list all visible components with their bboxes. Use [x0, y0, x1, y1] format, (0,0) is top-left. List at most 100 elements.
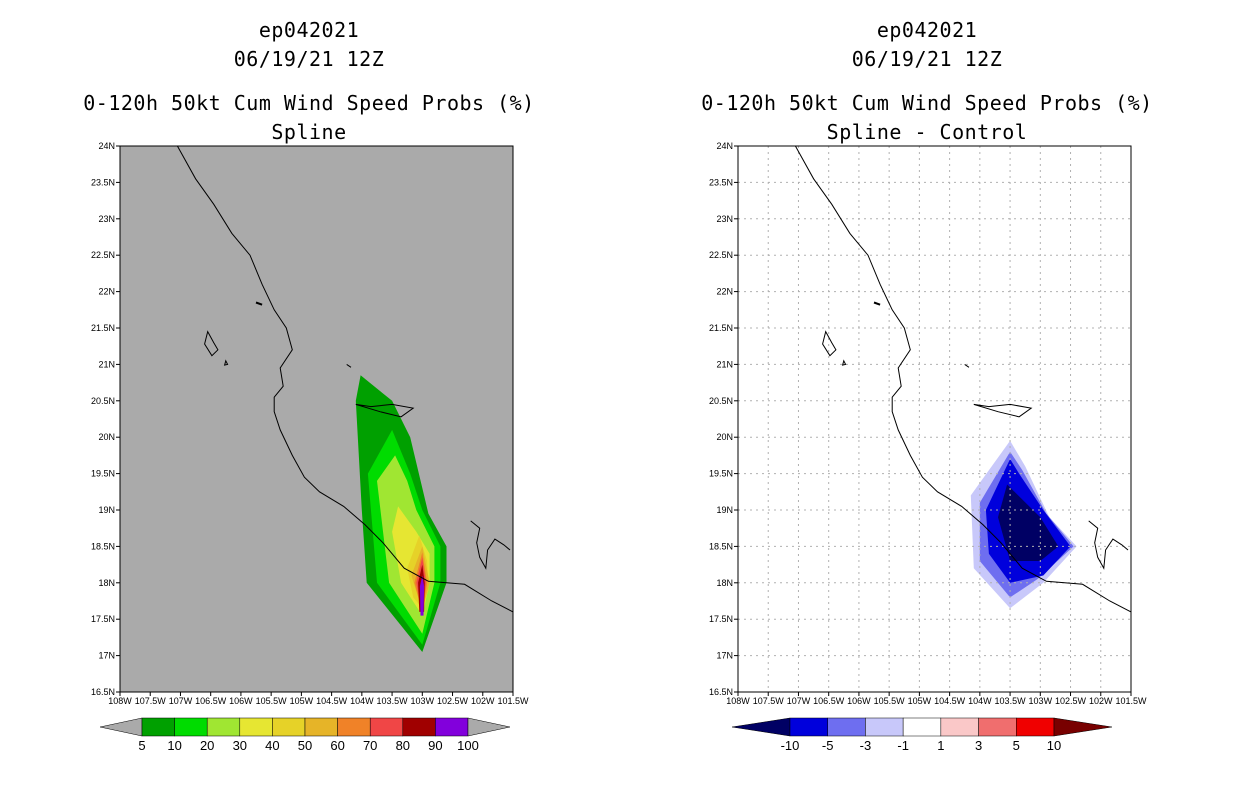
x-tick-label: 103W — [411, 696, 435, 706]
x-tick-label: 106W — [229, 696, 253, 706]
right-title-line-2: 06/19/21 12Z — [851, 47, 1003, 71]
right-panel-title: ep042021 06/19/21 12Z 0-120h 50kt Cum Wi… — [677, 16, 1177, 147]
y-tick-label: 23N — [98, 214, 115, 224]
map-background — [738, 146, 1131, 692]
colorbar-segment — [978, 717, 1017, 737]
y-tick-label: 19N — [716, 505, 733, 515]
map-frame — [119, 145, 514, 693]
right-title-line-3: 0-120h 50kt Cum Wind Speed Probs (%) — [701, 91, 1153, 115]
x-tick-label: 105.5W — [874, 696, 906, 706]
x-tick-label: 102W — [1089, 696, 1113, 706]
right-map-panel: 108W 107.5W 107W 106.5W 106W 105.5W 105W 104.5W… — [709, 141, 1147, 706]
x-tick-label: 108W — [726, 696, 750, 706]
right-title-line-4: Spline - Control — [826, 120, 1028, 144]
x-tick-label: 102.5W — [437, 696, 469, 706]
bay-outline — [1088, 520, 1129, 570]
colorbar-label: 10 — [1047, 738, 1061, 753]
colorbar-label: 10 — [167, 738, 181, 753]
x-tick-label: 101.5W — [1115, 696, 1147, 706]
colorbar-label: 100 — [457, 738, 479, 753]
left-title-line-1: ep042021 — [258, 18, 360, 42]
y-tick-label: 20N — [98, 432, 115, 442]
x-tick-label: 103.5W — [995, 696, 1027, 706]
x-tick-label: 104.5W — [934, 696, 966, 706]
colorbar-label: 3 — [975, 738, 982, 753]
x-tick-label: 105.5W — [256, 696, 288, 706]
left-title-line-3: 0-120h 50kt Cum Wind Speed Probs (%) — [83, 91, 535, 115]
y-tick-label: 20N — [716, 432, 733, 442]
x-tick-label: 102W — [471, 696, 495, 706]
colorbar-label: 30 — [233, 738, 247, 753]
y-tick-label: 20.5N — [709, 396, 733, 406]
x-tick-label: 106W — [847, 696, 871, 706]
y-tick-label: 16.5N — [709, 687, 733, 697]
island-outline — [841, 359, 847, 366]
colorbar-low-arrow — [731, 717, 791, 737]
colorbar-high-arrow — [467, 717, 511, 737]
right-title-line-1: ep042021 — [876, 18, 978, 42]
y-tick-label: 23.5N — [709, 177, 733, 187]
colorbar-label: 60 — [330, 738, 344, 753]
x-tick-label: 106.5W — [195, 696, 227, 706]
y-tick-label: 21N — [716, 359, 733, 369]
colorbar-segment — [827, 717, 866, 737]
left-colorbar: 5 10 20 30 40 50 60 70 80 90 100 — [99, 717, 511, 753]
colorbar-label: 5 — [138, 738, 145, 753]
map-background — [120, 146, 513, 692]
colorbar-label: -1 — [897, 738, 909, 753]
x-tick-label: 106.5W — [813, 696, 845, 706]
y-tick-label: 22N — [98, 287, 115, 297]
y-tick-label: 17N — [716, 651, 733, 661]
left-panel-title: ep042021 06/19/21 12Z 0-120h 50kt Cum Wi… — [59, 16, 559, 147]
colorbar-label: -3 — [860, 738, 872, 753]
colorbar-label: 90 — [428, 738, 442, 753]
y-tick-label: 18N — [716, 578, 733, 588]
colorbar-segment — [141, 717, 175, 737]
y-tick-label: 23.5N — [91, 177, 115, 187]
left-title-line-4: Spline — [271, 120, 347, 144]
left-title-line-2: 06/19/21 12Z — [233, 47, 385, 71]
colorbar-segment — [304, 717, 338, 737]
colorbar-label: 80 — [396, 738, 410, 753]
colorbar-low-arrow — [99, 717, 143, 737]
x-tick-label: 105W — [908, 696, 932, 706]
colorbar-segment — [865, 717, 904, 737]
colorbar-label: 20 — [200, 738, 214, 753]
colorbar-segment — [902, 717, 942, 737]
y-tick-label: 21N — [98, 359, 115, 369]
y-tick-label: 19N — [98, 505, 115, 515]
y-tick-label: 24N — [98, 141, 115, 151]
island-outline — [204, 330, 219, 357]
island-outline — [964, 363, 970, 368]
left-map-panel: 108W 107.5W 107W 106.5W 106W 105.5W 105W 104.5W… — [91, 141, 529, 706]
y-tick-label: 18N — [98, 578, 115, 588]
colorbar-segment — [337, 717, 371, 737]
x-tick-label: 104.5W — [316, 696, 348, 706]
colorbar-segment — [1016, 717, 1055, 737]
y-tick-label: 22.5N — [91, 250, 115, 260]
colorbar-segment — [174, 717, 208, 737]
colorbar-segment — [369, 717, 404, 737]
y-tick-label: 20.5N — [91, 396, 115, 406]
x-tick-label: 103W — [1029, 696, 1053, 706]
colorbar-high-arrow — [1053, 717, 1113, 737]
colorbar-label: 50 — [298, 738, 312, 753]
colorbar-label: 70 — [363, 738, 377, 753]
x-tick-label: 101.5W — [497, 696, 529, 706]
island-outline — [223, 359, 229, 366]
colorbar-segment — [206, 717, 241, 737]
island-outline — [346, 363, 352, 368]
bay-outline — [470, 520, 511, 570]
y-tick-label: 17.5N — [709, 614, 733, 624]
y-tick-label: 22N — [716, 287, 733, 297]
right-colorbar: -10 -5 -3 -1 1 3 5 10 — [731, 717, 1113, 753]
colorbar-segment — [940, 717, 979, 737]
x-tick-label: 107.5W — [135, 696, 167, 706]
x-tick-label: 104W — [350, 696, 374, 706]
y-tick-label: 17N — [98, 651, 115, 661]
y-tick-label: 19.5N — [709, 469, 733, 479]
colorbar-label: 40 — [265, 738, 279, 753]
y-tick-label: 18.5N — [709, 541, 733, 551]
colorbar-label: 1 — [937, 738, 944, 753]
